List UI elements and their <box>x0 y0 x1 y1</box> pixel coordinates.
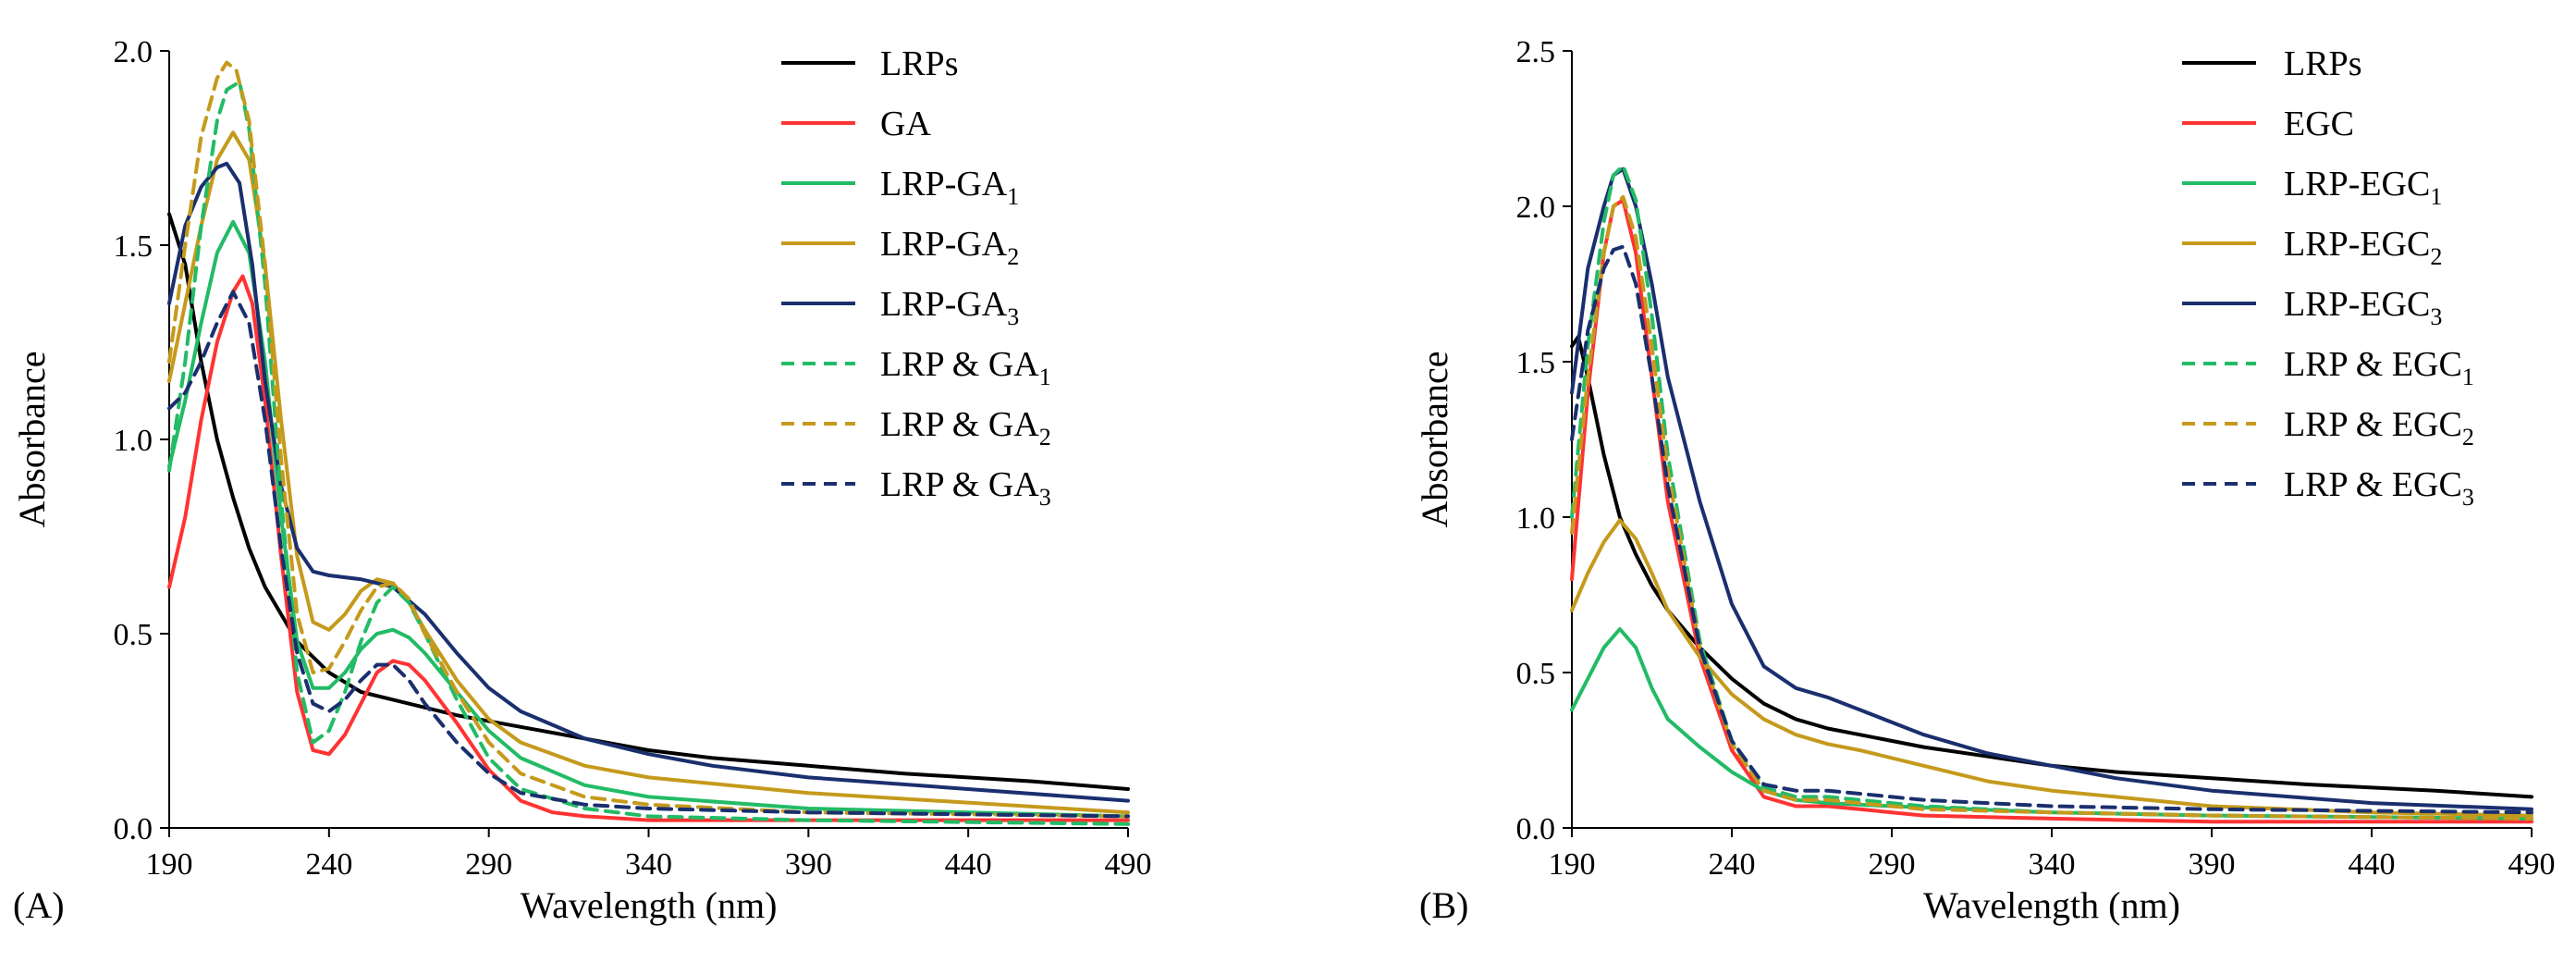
chart0-legend-label-6: LRP & GA2 <box>880 405 1051 451</box>
chart1-legend: LRPs EGC LRP-EGC1 LRP-EGC2 LRP-EGC3 LRP & EGC… <box>2182 44 2474 511</box>
chart0-x-tick-label: 440 <box>945 847 992 882</box>
chart0-series-line-1 <box>167 274 1130 822</box>
chart0-legend-label-1: GA <box>880 105 931 143</box>
chart0-legend-subscript-4: 3 <box>1007 303 1019 330</box>
chart0-legend-label-2: LRP-GA1 <box>880 165 1019 210</box>
chart1-legend-label-3: LRP-EGC2 <box>2284 225 2442 270</box>
chart1-legend-subscript-7: 3 <box>2462 484 2474 511</box>
chart1-legend-subscript-5: 1 <box>2462 364 2474 390</box>
chart0-x-tick-label: 490 <box>1105 847 1152 882</box>
chart1-y-tick-label: 0.0 <box>1516 812 1556 846</box>
chart1-series-line-7 <box>1570 244 2533 815</box>
chart1-x-tick-label: 440 <box>2349 847 2396 882</box>
chart1-x-tick-label: 190 <box>1549 847 1596 882</box>
chart1-legend-label-2: LRP-EGC1 <box>2284 165 2442 210</box>
chart0-legend-subscript-6: 2 <box>1039 424 1051 451</box>
chart0-legend-subscript-7: 3 <box>1039 484 1051 511</box>
chart0-series-line-0 <box>167 212 1130 791</box>
chart1-legend-subscript-4: 3 <box>2430 303 2442 330</box>
chart1-x-tick-label: 340 <box>2029 847 2076 882</box>
chart1-legend-label-1: EGC <box>2284 105 2354 143</box>
chart0-y-axis-title: Absorbance <box>11 351 53 527</box>
chart1-x-tick-label: 390 <box>2189 847 2236 882</box>
chart0-legend-subscript-3: 2 <box>1007 243 1019 270</box>
chart0-legend: LRPs GA LRP-GA1 LRP-GA2 LRP-GA3 LRP & GA1 LRP … <box>781 44 1051 511</box>
chart0-panel: 0.0 0.5 1.0 1.5 2.0 190 240 290 340 390 440 490 Wave… <box>11 35 1152 926</box>
chart0-x-tick-label: 290 <box>465 847 512 882</box>
chart1-legend-subscript-6: 2 <box>2462 424 2474 451</box>
chart1-y-tick-label: 2.0 <box>1516 191 1556 225</box>
chart0-y-tick-label: 1.0 <box>114 424 153 458</box>
chart1-panel-label: (B) <box>1419 884 1468 926</box>
chart0-series-line-7 <box>167 290 1130 819</box>
chart0-x-tick-label: 240 <box>305 847 352 882</box>
chart1-legend-label-7: LRP & EGC3 <box>2284 465 2474 511</box>
chart1-legend-label-4: LRP-EGC3 <box>2284 285 2442 330</box>
chart1-y-tick-label: 2.5 <box>1516 35 1556 69</box>
chart0-y-tick-label: 0.5 <box>114 618 153 652</box>
chart0-legend-label-4: LRP-GA3 <box>880 285 1019 330</box>
chart0-x-tick-label: 190 <box>146 847 193 882</box>
chart0-legend-label-7: LRP & GA3 <box>880 465 1051 511</box>
chart0-y-tick-label: 2.0 <box>114 35 153 69</box>
chart0-series-line-6 <box>167 60 1130 819</box>
chart1-x-tick-label: 290 <box>1869 847 1916 882</box>
chart0-y-tick-label: 0.0 <box>114 812 153 846</box>
chart1-legend-subscript-2: 1 <box>2430 183 2442 210</box>
chart0-legend-label-3: LRP-GA2 <box>880 225 1019 270</box>
chart1-series-line-6 <box>1570 194 2533 821</box>
chart0-x-tick-label: 390 <box>785 847 832 882</box>
chart0-legend-subscript-5: 1 <box>1039 364 1051 390</box>
chart1-x-tick-label: 490 <box>2509 847 2556 882</box>
chart1-series-line-0 <box>1570 335 2533 799</box>
chart0-series-line-3 <box>167 130 1130 815</box>
chart1-y-axis-title: Absorbance <box>1414 351 1455 527</box>
chart0-legend-label-0: LRPs <box>880 44 958 83</box>
chart1-panel: 0.0 0.5 1.0 1.5 2.0 2.5 190 240 290 340 390 440 490 W… <box>1414 35 2556 926</box>
chart0-x-tick-label: 340 <box>625 847 672 882</box>
chart0-legend-subscript-2: 1 <box>1007 183 1019 210</box>
chart1-x-axis-title: Wavelength (nm) <box>1923 884 2180 926</box>
chart1-legend-label-5: LRP & EGC1 <box>2284 345 2474 390</box>
chart1-y-tick-label: 1.5 <box>1516 346 1556 380</box>
chart0-y-tick-label: 1.5 <box>114 229 153 264</box>
chart1-legend-label-6: LRP & EGC2 <box>2284 405 2474 451</box>
chart0-series-line-4 <box>167 161 1130 803</box>
chart1-y-tick-label: 0.5 <box>1516 657 1556 691</box>
chart1-legend-subscript-3: 2 <box>2430 243 2442 270</box>
chart0-legend-label-5: LRP & GA1 <box>880 345 1051 390</box>
chart0-panel-label: (A) <box>13 884 65 926</box>
chart0-series-line-5 <box>167 80 1130 826</box>
chart1-x-tick-label: 240 <box>1709 847 1756 882</box>
chart1-y-tick-label: 1.0 <box>1516 501 1556 536</box>
chart1-legend-label-0: LRPs <box>2284 44 2361 83</box>
chart1-series-line-3 <box>1570 518 2533 818</box>
chart0-x-axis-title: Wavelength (nm) <box>521 884 778 926</box>
